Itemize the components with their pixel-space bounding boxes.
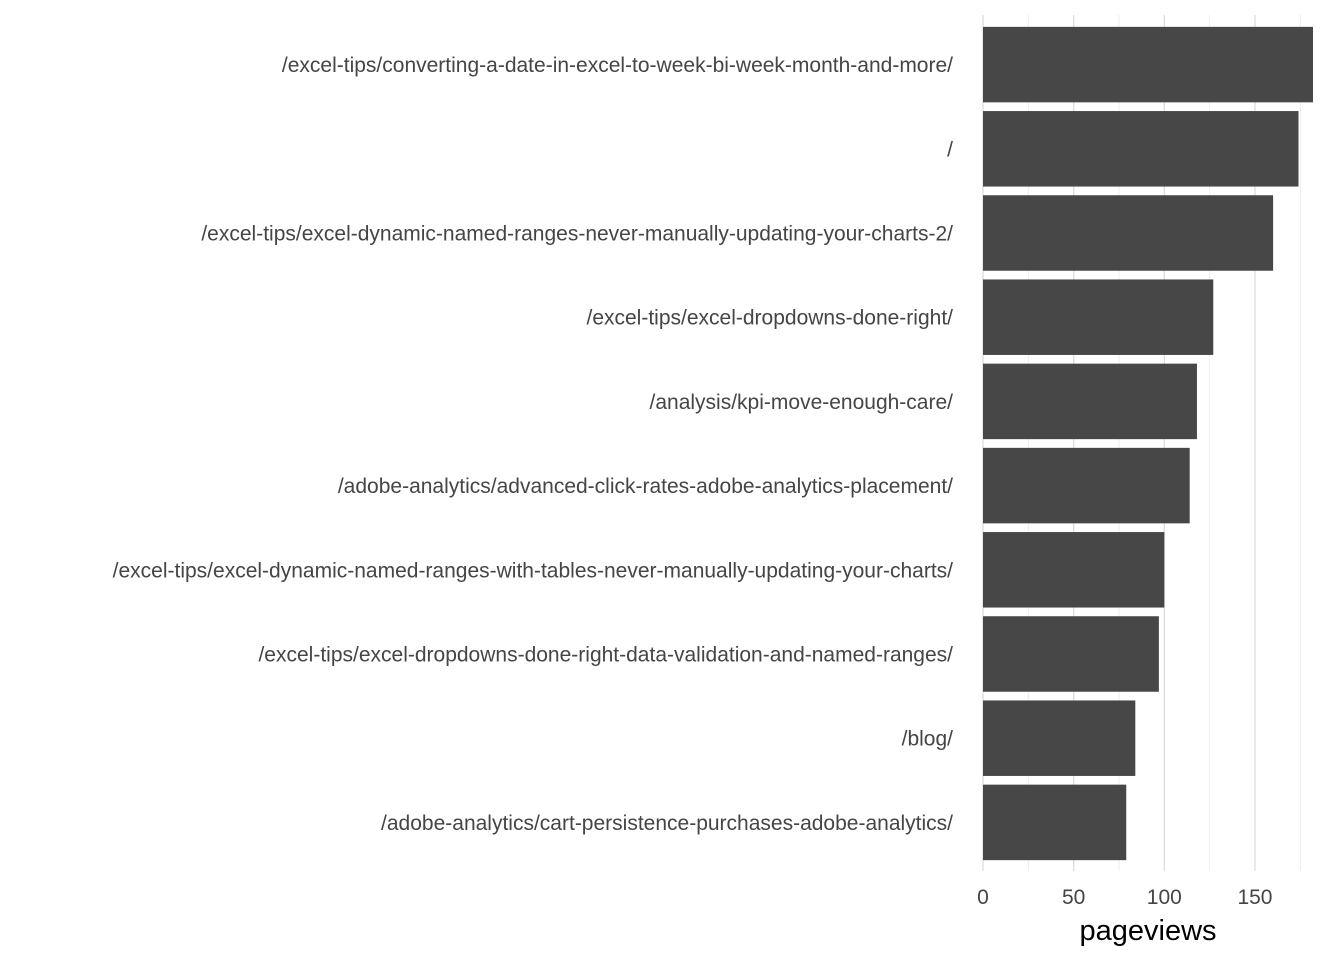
category-labels: /excel-tips/converting-a-date-in-excel-t… bbox=[113, 54, 954, 835]
category-label-0: /excel-tips/converting-a-date-in-excel-t… bbox=[282, 54, 953, 77]
bar-9 bbox=[983, 784, 1127, 861]
bar-7 bbox=[983, 616, 1159, 692]
x-tick-label-2: 100 bbox=[1147, 886, 1182, 909]
bar-0 bbox=[983, 26, 1313, 103]
category-label-1: / bbox=[947, 138, 953, 161]
bar-5 bbox=[983, 447, 1190, 524]
bar-1 bbox=[983, 111, 1299, 187]
bars bbox=[983, 26, 1313, 861]
bar-2 bbox=[983, 195, 1274, 271]
bar-3 bbox=[983, 279, 1214, 355]
category-label-4: /analysis/kpi-move-enough-care/ bbox=[650, 391, 954, 414]
category-label-3: /excel-tips/excel-dropdowns-done-right/ bbox=[586, 307, 953, 330]
x-axis-ticks: 0 50 100 150 bbox=[977, 886, 1272, 909]
category-label-9: /adobe-analytics/cart-persistence-purcha… bbox=[381, 812, 953, 835]
bar-4 bbox=[983, 363, 1197, 440]
category-label-2: /excel-tips/excel-dynamic-named-ranges-n… bbox=[201, 223, 953, 246]
category-label-6: /excel-tips/excel-dynamic-named-ranges-w… bbox=[113, 559, 954, 582]
category-label-7: /excel-tips/excel-dropdowns-done-right-d… bbox=[258, 644, 953, 667]
x-axis-title: pageviews bbox=[1079, 915, 1216, 947]
category-label-8: /blog/ bbox=[902, 728, 954, 751]
x-tick-label-0: 0 bbox=[977, 886, 989, 909]
bar-8 bbox=[983, 700, 1136, 776]
bar-6 bbox=[983, 532, 1165, 608]
x-tick-label-3: 150 bbox=[1237, 886, 1272, 909]
category-label-5: /adobe-analytics/advanced-click-rates-ad… bbox=[338, 475, 953, 498]
x-tick-label-1: 50 bbox=[1062, 886, 1085, 909]
